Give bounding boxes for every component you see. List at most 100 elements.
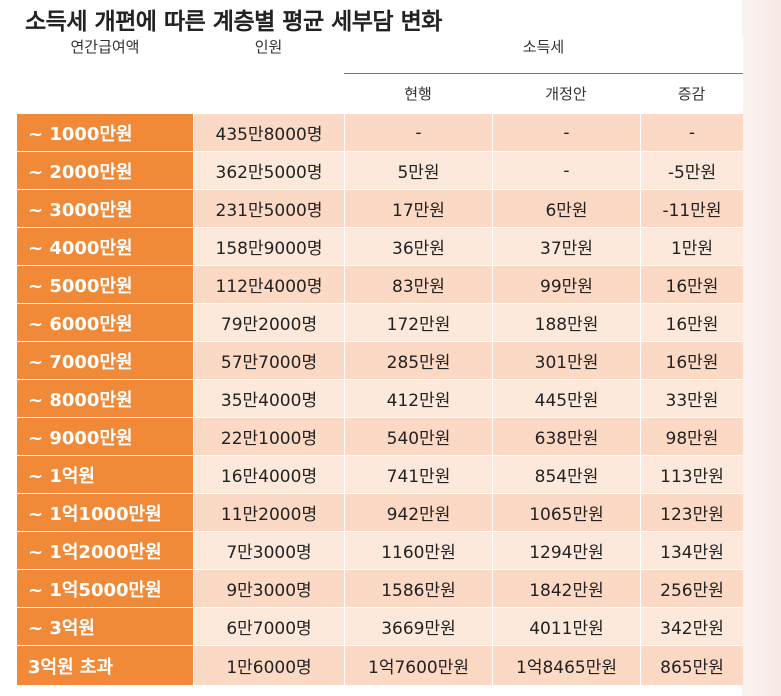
- people-count-cell: 6만7000명: [193, 607, 344, 645]
- tax-change-cell: 98만원: [640, 417, 743, 455]
- people-count-cell: 35만4000명: [193, 379, 344, 417]
- current-tax-cell: 540만원: [344, 417, 492, 455]
- revised-tax-cell: 638만원: [492, 417, 640, 455]
- revised-tax-cell: 301만원: [492, 341, 640, 379]
- income-band-cell: ~ 9000만원: [17, 417, 193, 455]
- current-tax-cell: 1586만원: [344, 569, 492, 607]
- people-count-cell: 9만3000명: [193, 569, 344, 607]
- tax-change-cell: 16만원: [640, 341, 743, 379]
- revised-tax-cell: -: [492, 151, 640, 189]
- table-row: ~ 7000만원 57만7000명 285만원 301만원 16만원: [17, 341, 743, 379]
- current-tax-cell: 3669만원: [344, 607, 492, 645]
- current-tax-cell: 285만원: [344, 341, 492, 379]
- tax-change-cell: 16만원: [640, 265, 743, 303]
- income-band-cell: ~ 4000만원: [17, 227, 193, 265]
- income-band-cell: ~ 1억5000만원: [17, 569, 193, 607]
- current-tax-cell: 83만원: [344, 265, 492, 303]
- current-tax-cell: 741만원: [344, 455, 492, 493]
- table-row: ~ 3000만원 231만5000명 17만원 6만원 -11만원: [17, 189, 743, 227]
- header-revision: 개정안: [492, 74, 640, 113]
- current-tax-cell: 36만원: [344, 227, 492, 265]
- table-row: ~ 9000만원 22만1000명 540만원 638만원 98만원: [17, 417, 743, 455]
- people-count-cell: 79만2000명: [193, 303, 344, 341]
- table-row: 3억원 초과 1만6000명 1억7600만원 1억8465만원 865만원: [17, 645, 743, 685]
- people-count-cell: 57만7000명: [193, 341, 344, 379]
- table-body: ~ 1000만원 435만8000명 - - - ~ 2000만원 362만5000명 5만원…: [17, 113, 743, 685]
- current-tax-cell: 5만원: [344, 151, 492, 189]
- income-band-cell: ~ 2000만원: [17, 151, 193, 189]
- tax-change-cell: -5만원: [640, 151, 743, 189]
- table-row: ~ 1억2000만원 7만3000명 1160만원 1294만원 134만원: [17, 531, 743, 569]
- header-row-top: 연간급여액 인원 소득세: [17, 36, 743, 113]
- people-count-cell: 231만5000명: [193, 189, 344, 227]
- revised-tax-cell: 1294만원: [492, 531, 640, 569]
- people-count-cell: 16만4000명: [193, 455, 344, 493]
- revised-tax-cell: 854만원: [492, 455, 640, 493]
- current-tax-cell: 1160만원: [344, 531, 492, 569]
- tax-change-cell: 33만원: [640, 379, 743, 417]
- table-row: ~ 1000만원 435만8000명 - - -: [17, 113, 743, 151]
- revised-tax-cell: 4011만원: [492, 607, 640, 645]
- people-count-cell: 158만9000명: [193, 227, 344, 265]
- table-row: ~ 3억원 6만7000명 3669만원 4011만원 342만원: [17, 607, 743, 645]
- current-tax-cell: 412만원: [344, 379, 492, 417]
- revised-tax-cell: 6만원: [492, 189, 640, 227]
- income-band-cell: ~ 3000만원: [17, 189, 193, 227]
- table-row: ~ 6000만원 79만2000명 172만원 188만원 16만원: [17, 303, 743, 341]
- tax-change-cell: 113만원: [640, 455, 743, 493]
- header-income: 연간급여액: [17, 36, 193, 113]
- people-count-cell: 7만3000명: [193, 531, 344, 569]
- table-row: ~ 2000만원 362만5000명 5만원 - -5만원: [17, 151, 743, 189]
- tax-change-cell: 256만원: [640, 569, 743, 607]
- header-row-sub: 현행 개정안 증감: [17, 74, 743, 113]
- revised-tax-cell: 445만원: [492, 379, 640, 417]
- tax-change-cell: 1만원: [640, 227, 743, 265]
- tax-change-cell: -: [640, 113, 743, 151]
- header-current: 현행: [344, 74, 492, 113]
- revised-tax-cell: 37만원: [492, 227, 640, 265]
- tax-change-cell: 16만원: [640, 303, 743, 341]
- income-band-cell: ~ 1억원: [17, 455, 193, 493]
- income-band-cell: ~ 7000만원: [17, 341, 193, 379]
- current-tax-cell: 1억7600만원: [344, 645, 492, 685]
- header-income-tax: 소득세: [344, 36, 743, 74]
- current-tax-cell: 172만원: [344, 303, 492, 341]
- table-row: ~ 1억5000만원 9만3000명 1586만원 1842만원 256만원: [17, 569, 743, 607]
- revised-tax-cell: 99만원: [492, 265, 640, 303]
- income-band-cell: ~ 3억원: [17, 607, 193, 645]
- current-tax-cell: 17만원: [344, 189, 492, 227]
- tax-change-cell: -11만원: [640, 189, 743, 227]
- revised-tax-cell: 188만원: [492, 303, 640, 341]
- revised-tax-cell: 1842만원: [492, 569, 640, 607]
- header-people: 인원: [193, 36, 344, 113]
- people-count-cell: 1만6000명: [193, 645, 344, 685]
- table-row: ~ 4000만원 158만9000명 36만원 37만원 1만원: [17, 227, 743, 265]
- current-tax-cell: -: [344, 113, 492, 151]
- people-count-cell: 22만1000명: [193, 417, 344, 455]
- income-band-cell: ~ 1억2000만원: [17, 531, 193, 569]
- current-tax-cell: 942만원: [344, 493, 492, 531]
- income-band-cell: ~ 5000만원: [17, 265, 193, 303]
- people-count-cell: 11만2000명: [193, 493, 344, 531]
- right-edge-background: [742, 0, 781, 696]
- income-band-cell: ~ 6000만원: [17, 303, 193, 341]
- page: 소득세 개편에 따른 계층별 평균 세부담 변화 연간급여액 인원 소득세 현행…: [17, 9, 743, 685]
- table-row: ~ 1억1000만원 11만2000명 942만원 1065만원 123만원: [17, 493, 743, 531]
- page-title: 소득세 개편에 따른 계층별 평균 세부담 변화: [25, 9, 442, 35]
- revised-tax-cell: -: [492, 113, 640, 151]
- income-band-cell: ~ 8000만원: [17, 379, 193, 417]
- tax-change-cell: 134만원: [640, 531, 743, 569]
- table-row: ~ 1억원 16만4000명 741만원 854만원 113만원: [17, 455, 743, 493]
- revised-tax-cell: 1065만원: [492, 493, 640, 531]
- table-row: ~ 5000만원 112만4000명 83만원 99만원 16만원: [17, 265, 743, 303]
- income-band-cell: ~ 1억1000만원: [17, 493, 193, 531]
- people-count-cell: 112만4000명: [193, 265, 344, 303]
- income-band-cell: ~ 1000만원: [17, 113, 193, 151]
- table-row: ~ 8000만원 35만4000명 412만원 445만원 33만원: [17, 379, 743, 417]
- tax-change-cell: 865만원: [640, 645, 743, 685]
- income-band-cell: 3억원 초과: [17, 645, 193, 685]
- tax-burden-table: 연간급여액 인원 소득세 현행 개정안 증감 ~ 1000만원 435만8000명…: [17, 36, 743, 685]
- revised-tax-cell: 1억8465만원: [492, 645, 640, 685]
- people-count-cell: 362만5000명: [193, 151, 344, 189]
- tax-change-cell: 123만원: [640, 493, 743, 531]
